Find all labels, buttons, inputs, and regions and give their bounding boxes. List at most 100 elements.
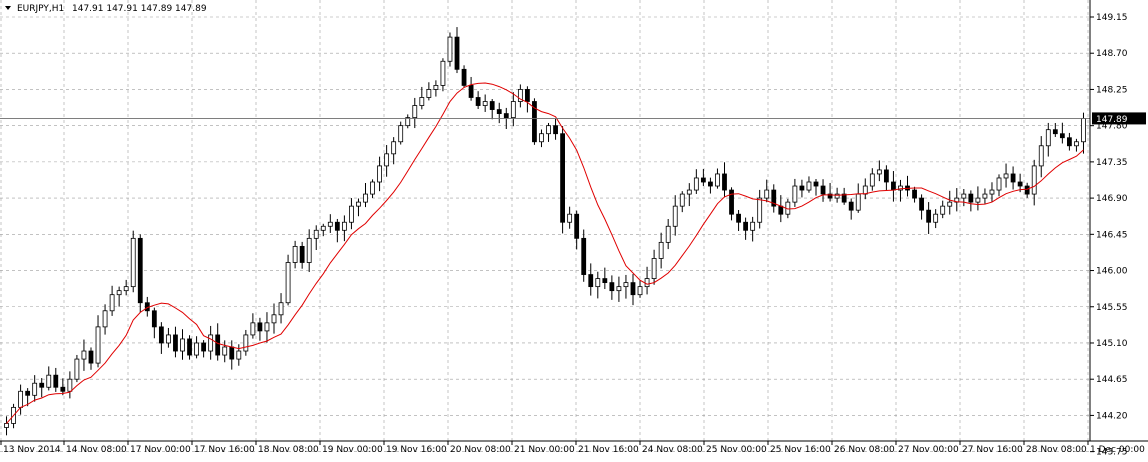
candle bbox=[792, 178, 798, 207]
candle bbox=[454, 27, 460, 74]
candle bbox=[553, 118, 558, 140]
candle bbox=[419, 86, 425, 110]
candle bbox=[686, 183, 692, 207]
candle-body-bull bbox=[440, 60, 446, 86]
candle-body-bull bbox=[67, 378, 73, 392]
candles bbox=[4, 27, 1086, 436]
candle-body-bear bbox=[25, 390, 31, 396]
candle bbox=[334, 218, 340, 243]
candle-body-bull bbox=[356, 201, 361, 207]
candle-body-bull bbox=[370, 181, 375, 195]
candle-body-bull bbox=[651, 258, 657, 279]
candle-body-bear bbox=[700, 177, 706, 183]
candle-body-bear bbox=[813, 181, 819, 187]
candle bbox=[299, 241, 305, 269]
candle bbox=[869, 168, 875, 191]
candle-body-bull bbox=[349, 205, 354, 223]
candle bbox=[630, 274, 636, 306]
candle-body-bear bbox=[88, 350, 94, 364]
candle-body-bear bbox=[602, 278, 608, 284]
y-tick-label: 147.80 bbox=[1096, 122, 1128, 132]
candle bbox=[341, 215, 347, 242]
candle bbox=[201, 340, 207, 358]
candle bbox=[813, 179, 819, 196]
candle bbox=[637, 279, 643, 298]
candle bbox=[693, 169, 699, 194]
candle bbox=[961, 188, 967, 207]
candle-body-bull bbox=[517, 89, 523, 102]
candle-body-bull bbox=[250, 322, 256, 336]
candle bbox=[968, 190, 974, 212]
candle-body-bear bbox=[215, 334, 221, 356]
candle-body-bear bbox=[1067, 137, 1072, 147]
y-tick-label: 146.00 bbox=[1096, 267, 1128, 277]
candle bbox=[320, 223, 326, 237]
candle bbox=[32, 375, 38, 402]
candle-body-bear bbox=[630, 282, 636, 296]
candle bbox=[236, 344, 242, 366]
candle-body-bear bbox=[299, 245, 305, 263]
candle bbox=[116, 286, 122, 307]
candle-body-bear bbox=[334, 221, 340, 231]
candle bbox=[743, 217, 749, 240]
candle bbox=[764, 179, 770, 203]
candle-body-bull bbox=[806, 181, 812, 191]
axis-frame bbox=[0, 0, 1148, 442]
candle bbox=[1045, 122, 1051, 157]
candle-body-bear bbox=[1052, 129, 1058, 135]
candle bbox=[173, 326, 178, 358]
candle-body-bull bbox=[306, 237, 312, 263]
candle-body-bull bbox=[4, 423, 9, 428]
x-tick-label: 27 Nov 00:00 bbox=[898, 445, 959, 455]
candle-body-bear bbox=[489, 101, 495, 110]
candle-body-bull bbox=[398, 125, 404, 143]
candle-body-bear bbox=[708, 181, 713, 187]
candle-body-bear bbox=[778, 205, 784, 215]
candle bbox=[912, 186, 917, 203]
candle-body-bull bbox=[539, 133, 544, 143]
candle-body-bull bbox=[757, 197, 763, 223]
candle bbox=[433, 80, 439, 97]
candle-body-bull bbox=[764, 189, 770, 199]
candle-body-bull bbox=[1045, 129, 1051, 147]
candle bbox=[926, 202, 932, 234]
candle-body-bear bbox=[926, 209, 932, 223]
candle bbox=[982, 188, 988, 204]
candle bbox=[715, 168, 720, 189]
candle bbox=[482, 94, 488, 112]
y-tick-label: 145.10 bbox=[1096, 339, 1128, 349]
candle-body-bull bbox=[426, 89, 432, 98]
candle-body-bull bbox=[686, 189, 692, 195]
candle bbox=[496, 102, 502, 124]
candle-body-bull bbox=[996, 177, 1002, 191]
candle bbox=[398, 121, 404, 145]
candle bbox=[88, 347, 94, 370]
candle-body-bull bbox=[1003, 173, 1009, 179]
candle-body-bull bbox=[194, 342, 199, 356]
candle-body-bull bbox=[116, 290, 122, 296]
candle-body-bear bbox=[1059, 133, 1065, 139]
candle bbox=[46, 366, 52, 391]
candle bbox=[447, 32, 453, 67]
candle-body-bull bbox=[447, 36, 453, 62]
y-tick-label: 144.65 bbox=[1096, 375, 1128, 385]
candle-body-bull bbox=[869, 173, 875, 187]
x-tick-label: 24 Nov 08:00 bbox=[642, 445, 703, 455]
x-tick-label: 20 Nov 08:00 bbox=[450, 445, 511, 455]
candle bbox=[947, 190, 953, 215]
candle bbox=[250, 313, 256, 339]
candle bbox=[74, 354, 80, 383]
candle-body-bull bbox=[130, 237, 136, 288]
candle-body-bull bbox=[1074, 141, 1079, 147]
candle bbox=[405, 114, 411, 129]
candle bbox=[806, 176, 812, 193]
candle-body-bull bbox=[405, 117, 411, 127]
x-tick-label: 27 Nov 16:00 bbox=[962, 445, 1023, 455]
candle-body-bear bbox=[799, 185, 805, 191]
candle-body-bear bbox=[722, 173, 727, 191]
candle bbox=[370, 179, 375, 198]
candle bbox=[158, 322, 164, 354]
candle-body-bull bbox=[278, 302, 284, 316]
